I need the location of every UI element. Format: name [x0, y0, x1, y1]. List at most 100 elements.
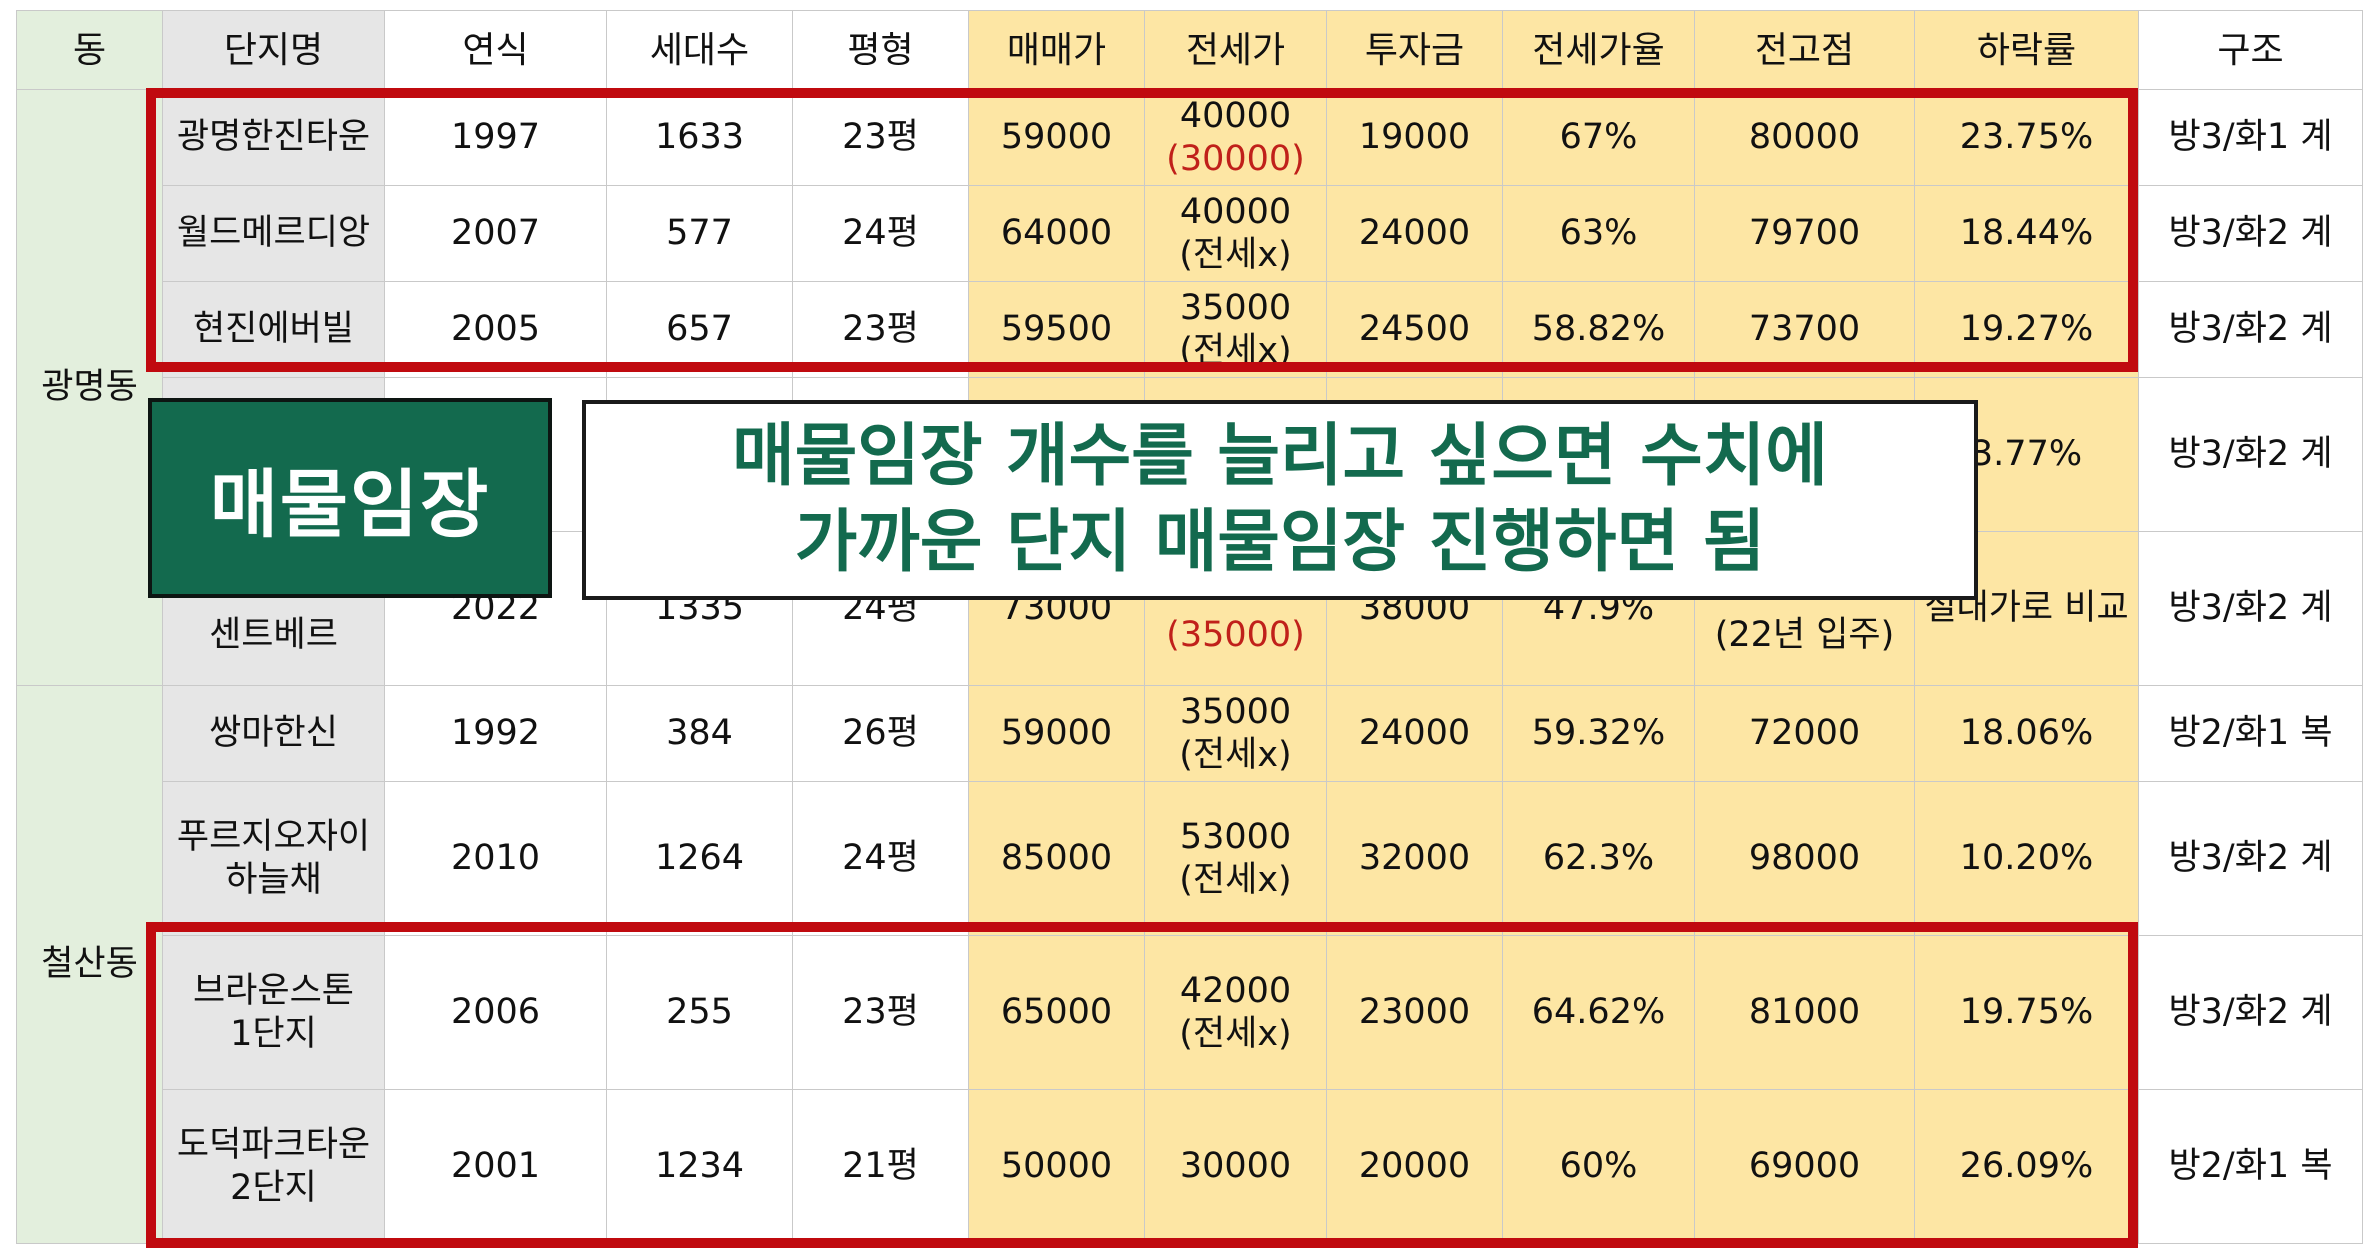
cell-year: 1997	[384, 89, 607, 186]
cell-structure: 방3/화2 계	[2138, 935, 2363, 1090]
cell-price: 59000	[968, 685, 1145, 782]
cell-invest: 20000	[1326, 1089, 1503, 1244]
jeonse-sub: (전세x)	[1179, 734, 1292, 775]
header-drop: 하락률	[1914, 10, 2139, 90]
cell-structure: 방2/화1 복	[2138, 685, 2363, 782]
jeonse-main: 40000	[1179, 95, 1292, 136]
cell-peak: 80000	[1694, 89, 1915, 186]
cell-size: 24평	[792, 185, 969, 282]
cell-year: 2007	[384, 185, 607, 282]
cell-drop: 23.75%	[1914, 89, 2139, 186]
note-line2: 가까운 단지 매물임장 진행하면 됨	[794, 503, 1766, 582]
cell-drop: 10.20%	[1914, 781, 2139, 936]
jeonse-sub: (전세x)	[1179, 1013, 1292, 1054]
cell-size: 23평	[792, 281, 969, 378]
jeonse-main: 42000	[1179, 970, 1292, 1011]
cell-year: 2005	[384, 281, 607, 378]
cell-households: 384	[606, 685, 793, 782]
cell-jeonse: 40000 (전세x)	[1144, 185, 1327, 282]
cell-peak: 81000	[1694, 935, 1915, 1090]
cell-size: 26평	[792, 685, 969, 782]
apartment-comparison-table: 동 단지명 연식 세대수 평형 매매가 전세가 투자금 전세가율 전고점 하락률…	[16, 10, 2363, 1244]
cell-households: 1234	[606, 1089, 793, 1244]
cell-size: 23평	[792, 935, 969, 1090]
dong-gwangmyeong: 광명동	[16, 89, 163, 686]
header-invest: 투자금	[1326, 10, 1503, 90]
header-jeonse: 전세가	[1144, 10, 1327, 90]
cell-peak: 69000	[1694, 1089, 1915, 1244]
cell-structure: 방3/화2 계	[2138, 281, 2363, 378]
cell-year: 2010	[384, 781, 607, 936]
cell-invest: 32000	[1326, 781, 1503, 936]
header-price: 매매가	[968, 10, 1145, 90]
cell-invest: 23000	[1326, 935, 1503, 1090]
cell-households: 255	[606, 935, 793, 1090]
cell-price: 59500	[968, 281, 1145, 378]
name-line1: 도덕파크타운	[176, 1124, 371, 1165]
name-line1: 브라운스톤	[192, 970, 354, 1011]
note-callout: 매물임장 개수를 늘리고 싶으면 수치에 가까운 단지 매물임장 진행하면 됨	[582, 400, 1978, 600]
cell-ratio: 58.82%	[1502, 281, 1695, 378]
cell-price: 59000	[968, 89, 1145, 186]
cell-size: 21평	[792, 1089, 969, 1244]
cell-name: 푸르지오자이 하늘채	[162, 781, 385, 936]
header-row: 동 단지명 연식 세대수 평형 매매가 전세가 투자금 전세가율 전고점 하락률…	[16, 10, 2363, 90]
cell-year: 1992	[384, 685, 607, 782]
header-peak: 전고점	[1694, 10, 1915, 90]
cell-jeonse: 53000 (전세x)	[1144, 781, 1327, 936]
name-line1: 푸르지오자이	[176, 816, 371, 857]
cell-households: 1264	[606, 781, 793, 936]
header-households: 세대수	[606, 10, 793, 90]
cell-invest: 24000	[1326, 185, 1503, 282]
cell-price: 64000	[968, 185, 1145, 282]
cell-price: 50000	[968, 1089, 1145, 1244]
cell-structure: 방2/화1 복	[2138, 1089, 2363, 1244]
note-line1: 매물임장 개수를 늘리고 싶으면 수치에	[732, 417, 1828, 496]
header-structure: 구조	[2138, 10, 2363, 90]
cell-year: 2001	[384, 1089, 607, 1244]
cell-price: 65000	[968, 935, 1145, 1090]
cell-jeonse: 35000 (전세x)	[1144, 685, 1327, 782]
cell-name: 도덕파크타운 2단지	[162, 1089, 385, 1244]
header-year: 연식	[384, 10, 607, 90]
cell-structure: 방3/화2 계	[2138, 531, 2363, 686]
jeonse-sub: (35000)	[1166, 615, 1305, 655]
jeonse-main: 35000	[1179, 287, 1292, 328]
cell-invest: 24000	[1326, 685, 1503, 782]
name-line2: 2단지	[230, 1167, 317, 1208]
cell-ratio: 59.32%	[1502, 685, 1695, 782]
name-line2: 하늘채	[225, 859, 322, 900]
table-row: 현진에버빌 2005 657 23평 59500 35000 (전세x) 2450…	[17, 281, 2363, 378]
cell-peak: 79700	[1694, 185, 1915, 282]
cell-invest: 19000	[1326, 89, 1503, 186]
cell-name: 광명한진타운	[162, 89, 385, 186]
cell-drop: 18.44%	[1914, 185, 2139, 282]
table-row: 철산동 쌍마한신 1992 384 26평 59000 35000 (전세x) 2…	[16, 685, 2363, 1244]
cell-jeonse: 42000 (전세x)	[1144, 935, 1327, 1090]
cell-name: 쌍마한신	[162, 685, 385, 782]
cell-jeonse: 35000 (전세x)	[1144, 281, 1327, 378]
jeonse-sub: (30000)	[1166, 138, 1305, 179]
table-row: 브라운스톤 1단지 2006 255 23평 65000 42000 (전세x) 2…	[17, 935, 2363, 1090]
cell-jeonse: 40000 (30000)	[1144, 89, 1327, 186]
header-dong: 동	[16, 10, 163, 90]
cell-ratio: 63%	[1502, 185, 1695, 282]
header-name: 단지명	[162, 10, 385, 90]
cell-structure: 방3/화2 계	[2138, 377, 2363, 532]
cell-households: 657	[606, 281, 793, 378]
cell-year: 2006	[384, 935, 607, 1090]
jeonse-main: 35000	[1179, 691, 1292, 732]
cell-ratio: 64.62%	[1502, 935, 1695, 1090]
cell-size: 23평	[792, 89, 969, 186]
cell-drop: 19.27%	[1914, 281, 2139, 378]
jeonse-main: 40000	[1179, 191, 1292, 232]
cell-households: 577	[606, 185, 793, 282]
dong-cheolsan: 철산동	[16, 685, 163, 1244]
name-line2: 1단지	[230, 1013, 317, 1054]
cell-name: 현진에버빌	[162, 281, 385, 378]
cell-name: 월드메르디앙	[162, 185, 385, 282]
cell-peak: 98000	[1694, 781, 1915, 936]
header-size: 평형	[792, 10, 969, 90]
jeonse-sub: (전세x)	[1179, 234, 1292, 275]
